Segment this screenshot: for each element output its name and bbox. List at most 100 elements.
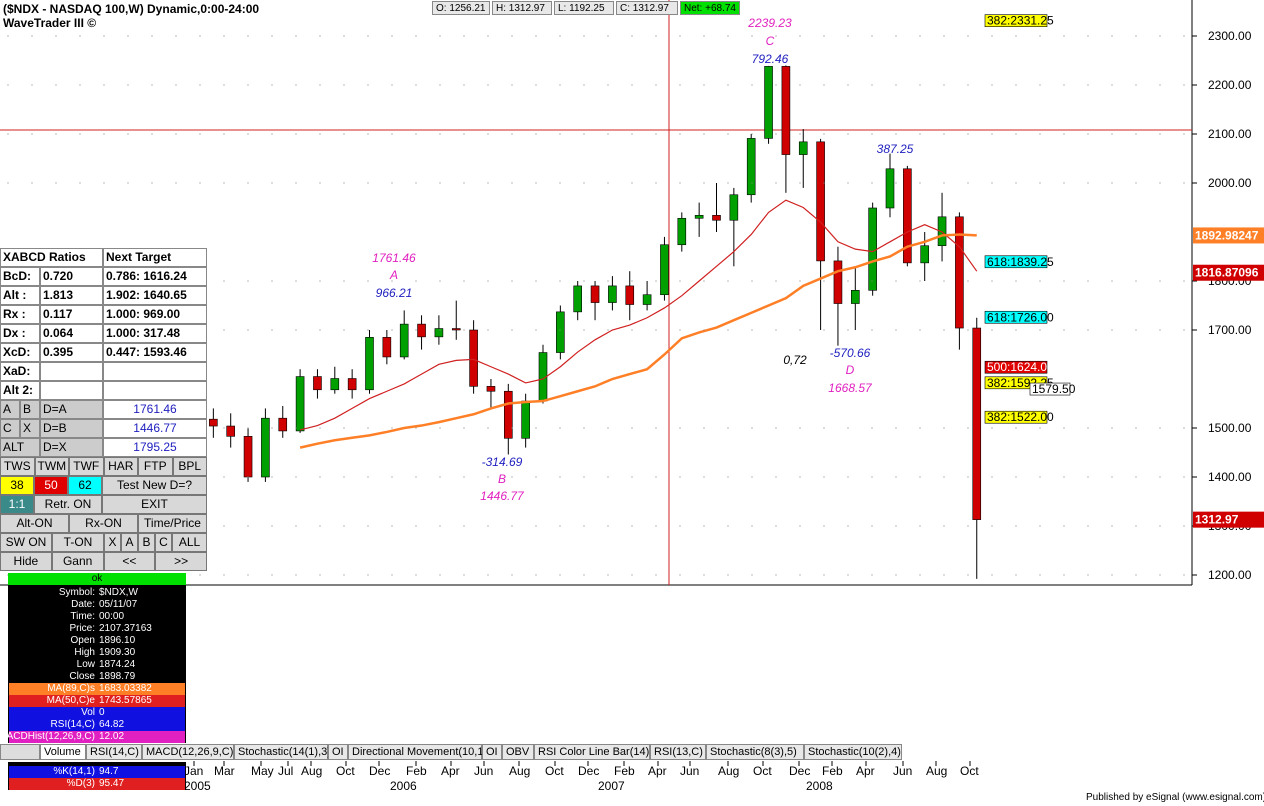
panel-button[interactable]: FTP xyxy=(138,457,173,476)
data-row: Open 1896.10 xyxy=(9,635,185,647)
panel-button[interactable]: Gann xyxy=(51,552,104,571)
grid-dot xyxy=(751,182,753,184)
panel-button[interactable]: C xyxy=(155,533,172,552)
grid-dot xyxy=(79,35,81,37)
tab[interactable]: OBV xyxy=(502,744,534,760)
footer: Published by eSignal (www.esignal.com) xyxy=(1086,792,1264,803)
price-marker-label: 1892.98247 xyxy=(1195,228,1259,242)
grid-dot xyxy=(1039,280,1041,282)
grid-dot xyxy=(655,182,657,184)
tab[interactable]: RSI Color Line Bar(14) xyxy=(534,744,650,760)
grid-dot xyxy=(655,476,657,478)
grid-dot xyxy=(319,84,321,86)
panel-button[interactable]: TWS xyxy=(0,457,35,476)
panel-button[interactable]: HAR xyxy=(103,457,138,476)
panel-button[interactable]: Alt-ON xyxy=(0,514,69,533)
grid-dot xyxy=(1159,427,1161,429)
panel-button[interactable]: A xyxy=(121,533,138,552)
panel-button[interactable]: T-ON xyxy=(52,533,104,552)
tab[interactable]: OI xyxy=(328,744,348,760)
grid-dot xyxy=(127,35,129,37)
panel-button[interactable]: TWF xyxy=(69,457,104,476)
grid-dot xyxy=(583,329,585,331)
panel-button[interactable]: 50 xyxy=(34,476,68,495)
candle-body xyxy=(261,417,270,478)
panel-button[interactable]: ALL xyxy=(172,533,207,552)
candle-body xyxy=(573,285,583,313)
grid-dot xyxy=(679,35,681,37)
panel-button[interactable]: TWM xyxy=(34,457,69,476)
panel-button[interactable]: SW ON xyxy=(0,533,52,552)
grid-dot xyxy=(919,427,921,429)
grid-dot xyxy=(319,329,321,331)
grid-dot xyxy=(919,133,921,135)
grid-dot xyxy=(319,35,321,37)
grid-dot xyxy=(223,35,225,37)
ratio-label: XcD: xyxy=(0,343,40,362)
grid-dot xyxy=(199,574,201,576)
data-value: 1874.24 xyxy=(99,659,136,670)
tab-nav[interactable] xyxy=(0,744,40,760)
level-box xyxy=(984,310,1048,324)
grid-dot xyxy=(1111,427,1113,429)
ratio-target xyxy=(103,362,207,381)
grid-dot xyxy=(343,476,345,478)
grid-dot xyxy=(703,84,705,86)
grid-dot xyxy=(679,329,681,331)
grid-dot xyxy=(1135,84,1137,86)
panel-button[interactable]: 62 xyxy=(68,476,102,495)
grid-dot xyxy=(703,35,705,37)
data-row: MACDHist(12,26,9,C) 12.02 xyxy=(0,731,185,743)
panel-button[interactable]: Test New D=? xyxy=(102,476,207,495)
grid-dot xyxy=(655,84,657,86)
price-marker-label: 1816.87096 xyxy=(1195,266,1259,280)
grid-dot xyxy=(1159,280,1161,282)
data-label: MA(50,C)e xyxy=(46,695,95,706)
tab[interactable]: Stochastic(10(2),4) xyxy=(804,744,902,760)
candle-body xyxy=(226,425,235,437)
grid-dot xyxy=(391,574,393,576)
grid-dot xyxy=(343,84,345,86)
panel-button[interactable]: 38 xyxy=(0,476,34,495)
grid-dot xyxy=(271,476,273,478)
tab[interactable]: Stochastic(8(3),5) xyxy=(706,744,804,760)
tab[interactable]: Directional Movement(10,10) xyxy=(348,744,493,760)
price-tick-label: 1500.00 xyxy=(1208,421,1252,435)
tab[interactable]: OI xyxy=(482,744,502,760)
panel-button[interactable]: BPL xyxy=(172,457,207,476)
panel-button[interactable]: B xyxy=(138,533,155,552)
panel-button[interactable]: >> xyxy=(155,552,207,571)
tab[interactable]: RSI(14,C) xyxy=(86,744,142,760)
panel-button[interactable]: EXIT xyxy=(102,495,207,514)
tab[interactable]: Volume xyxy=(40,744,86,760)
ratio-value: 0.117 xyxy=(40,305,103,324)
annotation: D xyxy=(846,363,855,377)
grid-dot xyxy=(703,574,705,576)
grid-dot xyxy=(847,133,849,135)
level-box xyxy=(1029,382,1071,396)
candle-body xyxy=(486,386,496,392)
grid-dot xyxy=(727,427,729,429)
panel-button[interactable]: << xyxy=(103,552,156,571)
panel-button[interactable]: Rx-ON xyxy=(69,514,138,533)
grid-dot xyxy=(871,329,873,331)
ratio-value: 0.395 xyxy=(40,343,103,362)
panel-button[interactable]: Hide xyxy=(0,552,52,571)
candle-body xyxy=(746,138,756,196)
panel-button[interactable]: Time/Price xyxy=(138,514,207,533)
grid-dot xyxy=(391,329,393,331)
grid-dot xyxy=(535,329,537,331)
tab[interactable]: Stochastic(14(1),3) xyxy=(234,744,331,760)
panel-button[interactable]: Retr. ON xyxy=(34,495,102,514)
grid-dot xyxy=(127,84,129,86)
tab[interactable]: MACD(12,26,9,C) xyxy=(142,744,234,760)
candle-body xyxy=(642,294,652,305)
data-label: Date: xyxy=(71,599,95,610)
tab[interactable]: RSI(13,C) xyxy=(650,744,706,760)
grid-dot xyxy=(895,133,897,135)
grid-dot xyxy=(703,525,705,527)
candle-body xyxy=(330,378,340,391)
panel-button[interactable]: X xyxy=(104,533,121,552)
panel-button[interactable]: 1:1 xyxy=(0,495,34,514)
grid-dot xyxy=(1063,84,1065,86)
